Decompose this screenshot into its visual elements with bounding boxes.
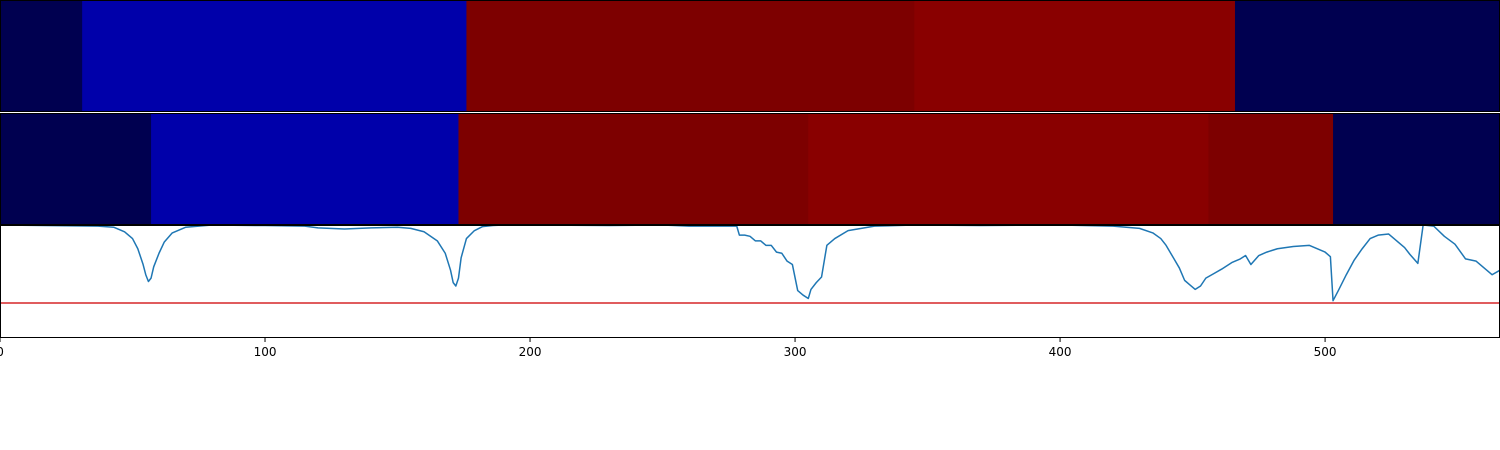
heatmap-segment-2-4 — [808, 113, 1209, 225]
heatmap-segment-1-5 — [1234, 0, 1500, 112]
line-plot-panel — [0, 225, 1500, 338]
heatmap-segment-1-4 — [914, 0, 1236, 112]
line-plot-frame — [0, 225, 1500, 338]
heatmap-segment-1-2 — [82, 0, 467, 112]
x-tick-label-100: 100 — [254, 345, 277, 359]
heatmap-segment-2-5 — [1208, 113, 1334, 225]
middle-heatmap-panel — [0, 113, 1500, 225]
x-tick-label-500: 500 — [1314, 345, 1337, 359]
x-tick-label-200: 200 — [519, 345, 542, 359]
heatmap-segment-1-3 — [466, 0, 915, 112]
heatmap-segment-2-1 — [0, 113, 152, 225]
heatmap-segment-2-2 — [151, 113, 459, 225]
top-heatmap-panel — [0, 0, 1500, 112]
x-tick-label-0: 0 — [0, 345, 4, 359]
series-line-1 — [0, 225, 1500, 302]
heatmap-segment-2-6 — [1333, 113, 1500, 225]
x-tick-label-400: 400 — [1049, 345, 1072, 359]
heatmap-segment-2-3 — [458, 113, 809, 225]
heatmap-segment-1-1 — [0, 0, 83, 112]
x-tick-label-300: 300 — [784, 345, 807, 359]
x-axis: 0 100 200 300 400 500 — [0, 338, 1337, 359]
line-plot-area — [0, 225, 1500, 304]
